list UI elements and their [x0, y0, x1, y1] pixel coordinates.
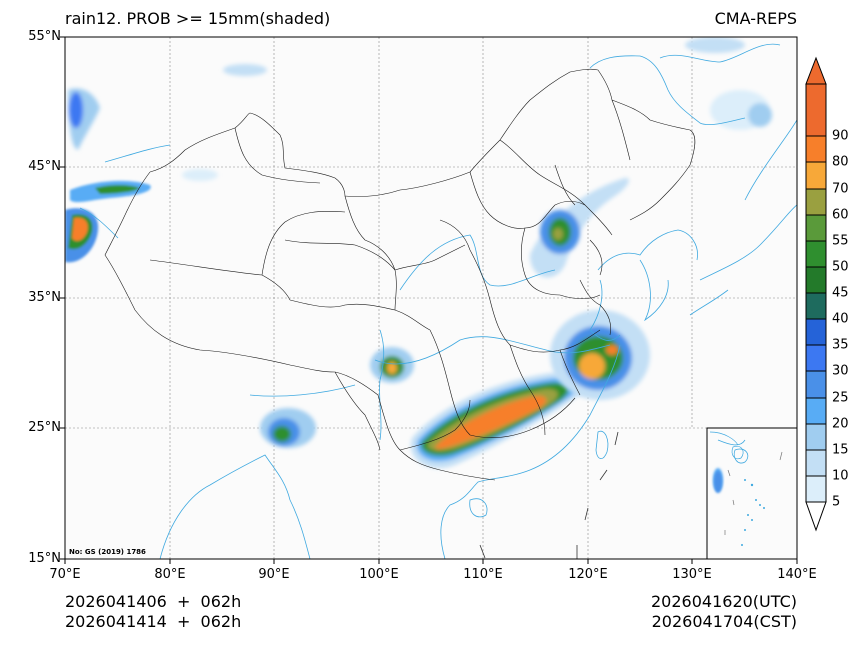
colorbar-band [805, 318, 827, 346]
y-tick-55n: 55°N [28, 29, 61, 44]
coastline-rivers [79, 43, 797, 559]
colorbar-band [805, 214, 827, 242]
colorbar-label: 35 [832, 337, 849, 353]
colorbar-band [805, 240, 827, 268]
x-tick-70e: 70°E [49, 567, 81, 582]
colorbar-label: 60 [832, 207, 849, 223]
colorbar-label: 80 [832, 154, 849, 170]
x-tick-90e: 90°E [258, 567, 290, 582]
colorbar-label: 15 [832, 442, 849, 458]
colorbar-band [805, 188, 827, 216]
colorbar [805, 56, 827, 532]
colorbar-band [805, 135, 827, 163]
x-tick-100e: 100°E [359, 567, 399, 582]
colorbar-label: 10 [832, 468, 849, 484]
y-tick-15n: 15°N [28, 551, 61, 566]
colorbar-label: 5 [832, 494, 841, 510]
init-utc: 2026041406 + 062h [65, 592, 242, 611]
colorbar-label: 45 [832, 285, 849, 301]
colorbar-band [805, 449, 827, 477]
axis-ticks [60, 36, 798, 564]
colorbar-label: 25 [832, 390, 849, 406]
colorbar-band [805, 423, 827, 451]
colorbar-label: 70 [832, 181, 849, 197]
model-name: CMA-REPS [714, 9, 797, 28]
valid-cst: 2026041704(CST) [651, 612, 797, 631]
colorbar-under-triangle [805, 501, 827, 532]
colorbar-over-triangle [805, 56, 827, 85]
x-tick-140e: 140°E [777, 567, 817, 582]
colorbar-label: 20 [832, 416, 849, 432]
chart-title: rain12. PROB >= 15mm(shaded) [65, 9, 331, 28]
valid-time-block: 2026041620(UTC) 2026041704(CST) [651, 592, 797, 632]
colorbar-band [805, 292, 827, 320]
colorbar-label: 55 [832, 233, 849, 249]
precip-shading [65, 37, 772, 492]
province-boundaries [104, 68, 696, 481]
colorbar-label: 40 [832, 311, 849, 327]
island-marks [479, 431, 619, 559]
colorbar-label: 30 [832, 363, 849, 379]
y-tick-25n: 25°N [28, 420, 61, 435]
x-tick-130e: 130°E [672, 567, 712, 582]
colorbar-band [805, 266, 827, 294]
valid-utc: 2026041620(UTC) [651, 592, 797, 611]
colorbar-band [805, 370, 827, 399]
colorbar-label: 50 [832, 259, 849, 275]
colorbar-band [805, 475, 827, 503]
x-tick-110e: 110°E [463, 567, 503, 582]
init-time-block: 2026041406 + 062h 2026041414 + 062h [65, 592, 241, 632]
x-tick-80e: 80°E [154, 567, 186, 582]
colorbar-band [805, 397, 827, 425]
x-tick-120e: 120°E [568, 567, 608, 582]
colorbar-label: 90 [832, 128, 849, 144]
south-china-sea-inset [706, 427, 798, 560]
colorbar-band [805, 161, 827, 190]
colorbar-band [805, 344, 827, 372]
colorbar-band [805, 83, 827, 137]
graticule [65, 37, 797, 559]
y-tick-35n: 35°N [28, 290, 61, 305]
y-tick-45n: 45°N [28, 159, 61, 174]
init-cst: 2026041414 + 062h [65, 612, 242, 631]
map-approval-number: No: GS (2019) 1786 [69, 548, 146, 556]
